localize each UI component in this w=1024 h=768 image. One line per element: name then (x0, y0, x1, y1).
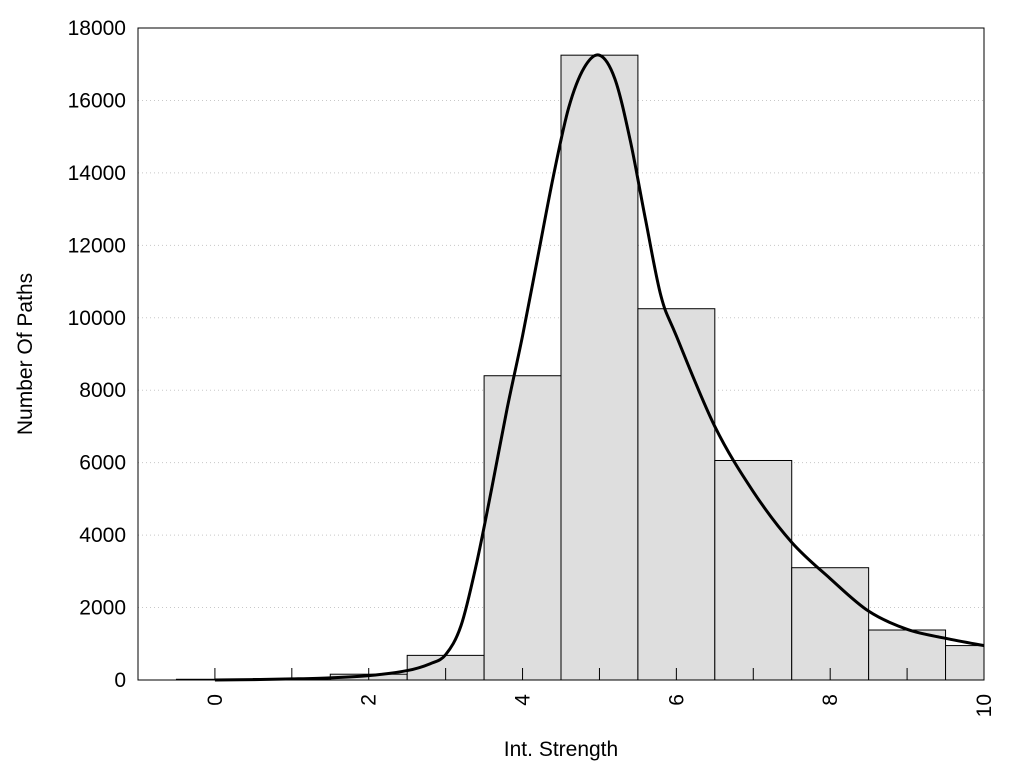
histogram-bars (175, 54, 985, 681)
x-tick-label: 4 (512, 694, 535, 706)
y-tick-label: 6000 (79, 452, 126, 475)
y-axis-title: Number Of Paths (14, 273, 37, 435)
histogram-bar (637, 308, 716, 681)
fit-curve (214, 53, 985, 682)
y-tick-label: 8000 (79, 379, 126, 402)
histogram-bar (714, 459, 793, 681)
y-tick-label: 10000 (68, 307, 126, 330)
axis-ticks: 0 2000 4000 6000 8000 10000 12000 14000 16000 180… (68, 17, 996, 717)
x-tick-label: 8 (819, 694, 842, 706)
x-tick-label: 0 (204, 694, 227, 706)
y-tick-label: 0 (114, 669, 126, 692)
histogram-bar (560, 54, 639, 681)
y-tick-label: 12000 (68, 234, 126, 257)
y-tick-label: 18000 (68, 17, 126, 40)
histogram-bar (483, 375, 562, 681)
y-tick-label: 2000 (79, 597, 126, 620)
y-tick-label: 14000 (68, 162, 126, 185)
histogram-bar (945, 645, 985, 681)
x-axis-title: Int. Strength (504, 738, 618, 761)
fit-curve-line (214, 53, 985, 682)
x-tick-label: 6 (665, 694, 688, 706)
plot-frame (137, 27, 985, 681)
grid-lines (138, 99, 984, 609)
x-tick-label: 2 (358, 694, 381, 706)
y-tick-label: 4000 (79, 524, 126, 547)
histogram-bar (791, 567, 870, 681)
x-tick-label: 10 (973, 694, 996, 717)
y-tick-label: 16000 (68, 89, 126, 112)
